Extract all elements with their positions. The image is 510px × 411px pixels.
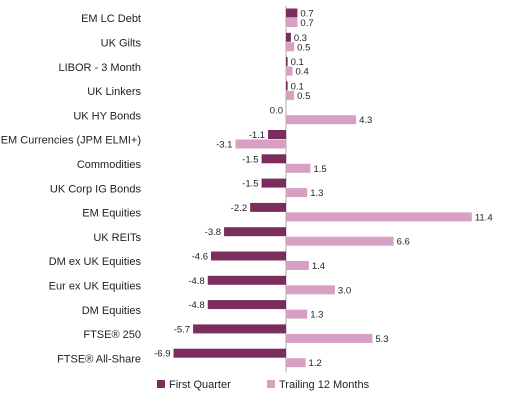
category-label: Eur ex UK Equities	[49, 280, 142, 292]
data-label: -3.1	[216, 140, 232, 151]
bar-first-quarter	[261, 154, 286, 164]
data-label: -1.5	[242, 154, 258, 165]
bar-trailing-12-months	[286, 236, 394, 246]
bar-trailing-12-months	[286, 115, 357, 125]
bar-first-quarter	[207, 275, 286, 285]
data-label: 0.5	[297, 42, 310, 53]
category-label: DM Equities	[82, 305, 142, 317]
bar-trailing-12-months	[286, 18, 298, 27]
data-label: 6.6	[397, 237, 410, 248]
data-label: -1.5	[242, 179, 258, 190]
bar-first-quarter	[286, 81, 288, 91]
bar-trailing-12-months	[235, 139, 286, 149]
bar-first-quarter	[286, 57, 288, 67]
data-label: -3.8	[205, 227, 221, 238]
data-label: 0.7	[300, 18, 313, 29]
data-label: 0.5	[297, 91, 310, 102]
category-label: FTSE® 250	[83, 329, 141, 341]
category-label: UK Linkers	[87, 86, 141, 98]
data-label: 0.7	[300, 9, 313, 20]
data-label: 1.2	[309, 358, 322, 369]
legend-label-trailing-12-months: Trailing 12 Months	[279, 379, 370, 391]
category-label: EM LC Debt	[81, 13, 141, 25]
bar-trailing-12-months	[286, 212, 472, 222]
legend-swatch-trailing-12-months	[267, 380, 275, 388]
data-label: 1.5	[313, 164, 326, 175]
bar-trailing-12-months	[286, 90, 295, 100]
bar-trailing-12-months	[286, 285, 335, 295]
data-label: -2.2	[231, 203, 247, 214]
data-label: 0.1	[291, 81, 304, 92]
data-label: 0.0	[270, 106, 283, 117]
category-label: LIBOR - 3 Month	[58, 62, 141, 74]
bar-trailing-12-months	[286, 66, 293, 76]
data-label: 1.3	[310, 310, 323, 321]
category-label: UK Gilts	[101, 37, 142, 49]
bar-first-quarter	[207, 300, 286, 310]
bar-first-quarter	[286, 8, 298, 18]
bar-first-quarter	[268, 130, 286, 139]
bar-first-quarter	[250, 202, 286, 212]
category-label: EM Equities	[82, 208, 141, 220]
bar-trailing-12-months	[286, 333, 373, 343]
data-label: -6.9	[154, 349, 170, 360]
category-label: FTSE® All-Share	[57, 353, 141, 365]
data-label: 1.3	[310, 188, 323, 199]
bar-first-quarter	[224, 227, 286, 237]
data-label: 0.3	[294, 33, 307, 44]
bar-trailing-12-months	[286, 163, 311, 173]
data-label: -4.8	[188, 300, 204, 311]
bar-first-quarter	[261, 178, 286, 188]
category-label: Commodities	[77, 159, 142, 171]
bar-first-quarter	[173, 348, 286, 358]
data-label: 0.1	[291, 57, 304, 68]
bar-trailing-12-months	[286, 309, 308, 319]
category-label: UK HY Bonds	[73, 110, 141, 122]
bar-trailing-12-months	[286, 261, 309, 270]
data-label: -4.8	[188, 276, 204, 287]
bar-first-quarter	[286, 32, 291, 42]
bar-trailing-12-months	[286, 188, 308, 198]
data-label: 4.3	[359, 115, 372, 126]
legend: First Quarter Trailing 12 Months	[157, 379, 370, 391]
legend-swatch-first-quarter	[157, 380, 165, 388]
legend-label-first-quarter: First Quarter	[169, 379, 231, 391]
category-label: UK REITs	[93, 232, 141, 244]
data-label: 5.3	[375, 334, 388, 345]
data-label: -5.7	[174, 324, 190, 335]
category-label: DM ex UK Equities	[49, 256, 142, 268]
bar-trailing-12-months	[286, 358, 306, 368]
data-label: 0.4	[296, 67, 309, 78]
bar-trailing-12-months	[286, 42, 295, 52]
data-label: 11.4	[475, 212, 493, 223]
bar-first-quarter	[211, 251, 286, 261]
data-label: 1.4	[312, 261, 325, 272]
data-label: -4.6	[192, 252, 208, 263]
category-label: EM Currencies (JPM ELMI+)	[1, 135, 141, 147]
bar-first-quarter	[193, 324, 286, 334]
data-label: -1.1	[249, 130, 265, 141]
category-label: UK Corp IG Bonds	[50, 183, 142, 195]
data-label: 3.0	[338, 285, 351, 296]
